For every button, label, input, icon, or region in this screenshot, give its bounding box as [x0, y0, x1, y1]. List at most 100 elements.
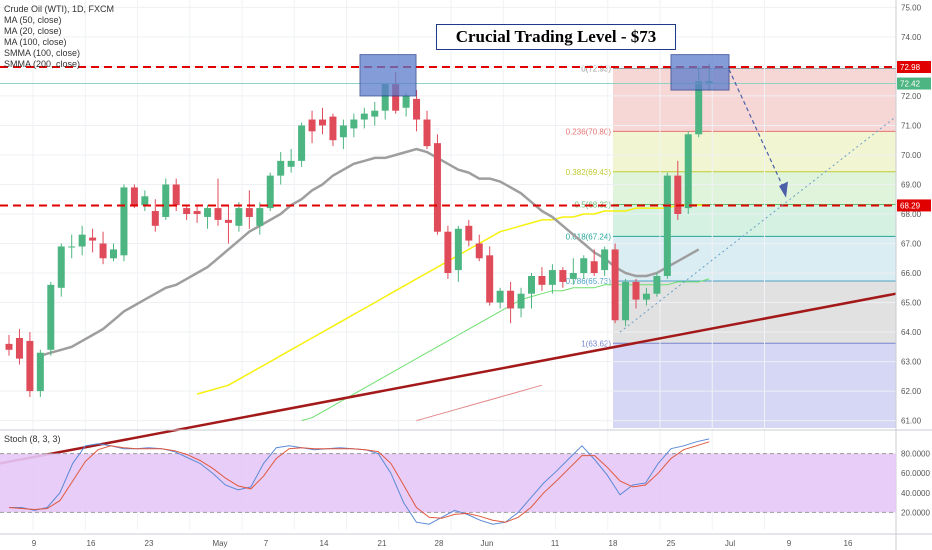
time-axis[interactable]: 9 16 23 May 7 14 21 28 Jun 11 18 25 Jul 9 16	[0, 533, 932, 548]
fib-label: 1(63.62)	[581, 339, 611, 348]
candle-body	[528, 275, 535, 294]
candle-body	[360, 113, 368, 120]
stoch-tick: 20.0000	[901, 508, 930, 517]
time-tick: Jun	[481, 539, 494, 548]
time-tick: 25	[667, 539, 676, 548]
candle-body	[151, 211, 159, 226]
candle-body	[601, 249, 609, 271]
time-tick: 9	[787, 539, 792, 548]
candle-body	[287, 160, 295, 167]
candle-body	[632, 281, 640, 300]
candle-body	[78, 234, 86, 247]
candle-body	[141, 196, 149, 206]
candle-body	[183, 208, 191, 214]
candle-body	[465, 225, 473, 241]
price-tick: 62.00	[901, 387, 922, 396]
candle-body	[622, 281, 630, 321]
price-tick: 64.00	[901, 328, 922, 337]
highlight-box-left	[359, 54, 417, 97]
support-price-tag-bg	[897, 199, 931, 212]
ma20-line	[39, 147, 700, 357]
candle-body	[57, 246, 65, 288]
time-tick: Jul	[725, 539, 735, 548]
candle-body	[120, 187, 128, 256]
time-tick: 23	[145, 539, 154, 548]
fib-zone	[613, 171, 896, 205]
axis-bg	[896, 0, 932, 550]
projection-arrow	[728, 69, 787, 194]
candle-body	[433, 143, 441, 232]
price-axis[interactable]: 61.00 62.00 63.00 64.00 65.00 66.00 67.00 68.00…	[895, 0, 932, 550]
candle-body	[653, 275, 661, 294]
candle-body	[350, 119, 358, 129]
candle-body	[642, 293, 650, 300]
candle-body	[277, 160, 285, 176]
time-tick: 11	[551, 539, 560, 548]
candle-body	[319, 119, 326, 126]
indicator-ma100[interactable]: MA (100, close)	[4, 37, 67, 47]
candle-body	[413, 98, 421, 120]
time-tick: 21	[378, 539, 387, 548]
candle-body	[454, 228, 462, 271]
candle-body	[130, 187, 138, 206]
symbol-label[interactable]: Crude Oil (WTI), 1D, FXCM	[4, 4, 115, 14]
candle-body	[298, 125, 306, 161]
fib-label: 0.786(65.73)	[566, 277, 612, 286]
smma-line	[416, 384, 543, 422]
price-tick: 61.00	[901, 417, 922, 426]
indicator-smma100[interactable]: SMMA (100, close)	[4, 48, 81, 58]
price-tick: 72.00	[901, 92, 922, 101]
arrow-head	[779, 181, 788, 198]
candle-body	[486, 255, 494, 303]
highlight-box-right	[670, 54, 730, 91]
resistance-price-tag: 72.98	[900, 63, 921, 72]
current-price-tag: 72.42	[900, 80, 921, 89]
candle-body	[15, 337, 23, 359]
support-price-tag: 68.29	[900, 201, 921, 210]
indicator-ma50[interactable]: MA (50, close)	[4, 15, 62, 25]
ma50-line	[196, 204, 710, 395]
candle-body	[496, 290, 504, 303]
candle-body	[580, 258, 588, 274]
candle-body	[162, 184, 170, 217]
candle-body	[548, 270, 556, 285]
candle-body	[695, 81, 703, 135]
time-tick: 14	[320, 539, 329, 548]
fib-zone	[613, 131, 896, 172]
drawings[interactable]	[0, 54, 897, 470]
time-tick: 7	[264, 539, 269, 548]
candle-body	[663, 175, 671, 276]
price-tick: 66.00	[901, 269, 922, 278]
resistance-price-tag-bg	[897, 61, 931, 74]
candle-body	[266, 175, 274, 209]
candle-body	[611, 249, 619, 321]
stoch-label[interactable]: Stoch (8, 3, 3)	[4, 434, 61, 444]
candle-body	[5, 343, 13, 350]
candle-body	[47, 284, 55, 350]
candle-body	[329, 116, 337, 141]
candle-body	[172, 184, 180, 206]
indicator-smma200[interactable]: SMMA (200, close)	[4, 59, 81, 69]
price-tick: 65.00	[901, 299, 922, 308]
candle-body	[674, 175, 682, 214]
candle-body	[89, 237, 97, 241]
candle-body	[475, 243, 483, 259]
candle-body	[381, 84, 389, 111]
candle-body	[392, 84, 400, 111]
crucial-level-annotation[interactable]: Crucial Trading Level - $73	[436, 24, 676, 50]
time-tick: 18	[609, 539, 618, 548]
stoch-band	[0, 453, 896, 513]
current-price-tag-bg	[897, 77, 931, 90]
price-tick: 69.00	[901, 180, 922, 189]
candle-body	[245, 208, 253, 217]
time-tick: 16	[844, 539, 853, 548]
candle-body	[371, 110, 379, 117]
candles	[5, 63, 713, 398]
candle-body	[559, 270, 567, 282]
time-tick: May	[212, 539, 227, 548]
price-tick: 63.00	[901, 358, 922, 367]
indicator-ma20[interactable]: MA (20, close)	[4, 26, 62, 36]
time-tick: 16	[87, 539, 96, 548]
ma100-line	[301, 278, 710, 422]
candle-body	[68, 246, 76, 248]
